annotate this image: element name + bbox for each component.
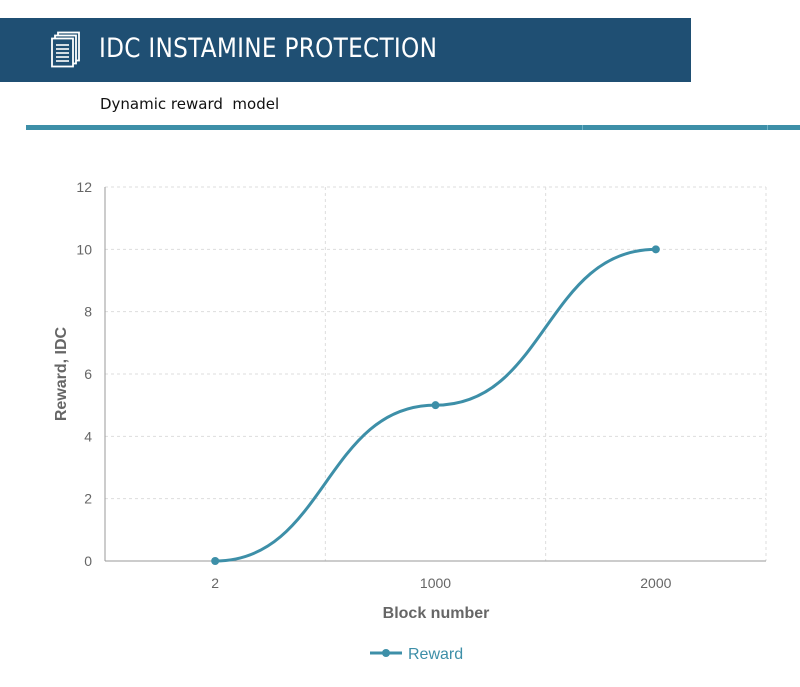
chart-axes: 0 2 4 6 8 10 12 2 1000 2000 (76, 179, 766, 591)
y-tick-label: 0 (84, 553, 92, 569)
y-tick-label: 8 (84, 304, 92, 320)
x-axis-title: Block number (383, 605, 490, 622)
data-point (211, 557, 220, 565)
x-tick-label: 2000 (640, 575, 671, 591)
document-stack-icon (51, 31, 80, 68)
y-tick-label: 4 (84, 428, 92, 444)
y-tick-label: 2 (84, 491, 92, 507)
x-tick-label: 2 (211, 575, 219, 591)
y-tick-label: 6 (84, 366, 92, 382)
y-axis-title: Reward, IDC (53, 326, 70, 421)
y-tick-label: 12 (76, 179, 92, 195)
section-subtitle: Dynamic reward model (100, 95, 280, 113)
chart-series (211, 245, 660, 565)
legend-reward-label[interactable]: Reward (408, 646, 463, 663)
chart-grid (104, 186, 767, 561)
y-tick-label: 10 (76, 241, 92, 257)
section-divider (26, 125, 800, 130)
legend-reward-marker (382, 649, 390, 657)
page-title: IDC INSTAMINE PROTECTION (99, 33, 438, 64)
x-tick-label: 1000 (420, 575, 451, 591)
data-point (651, 245, 660, 254)
page-header: IDC INSTAMINE PROTECTION (0, 18, 691, 82)
data-point (431, 401, 440, 410)
chart-legend[interactable]: Reward (370, 646, 463, 663)
